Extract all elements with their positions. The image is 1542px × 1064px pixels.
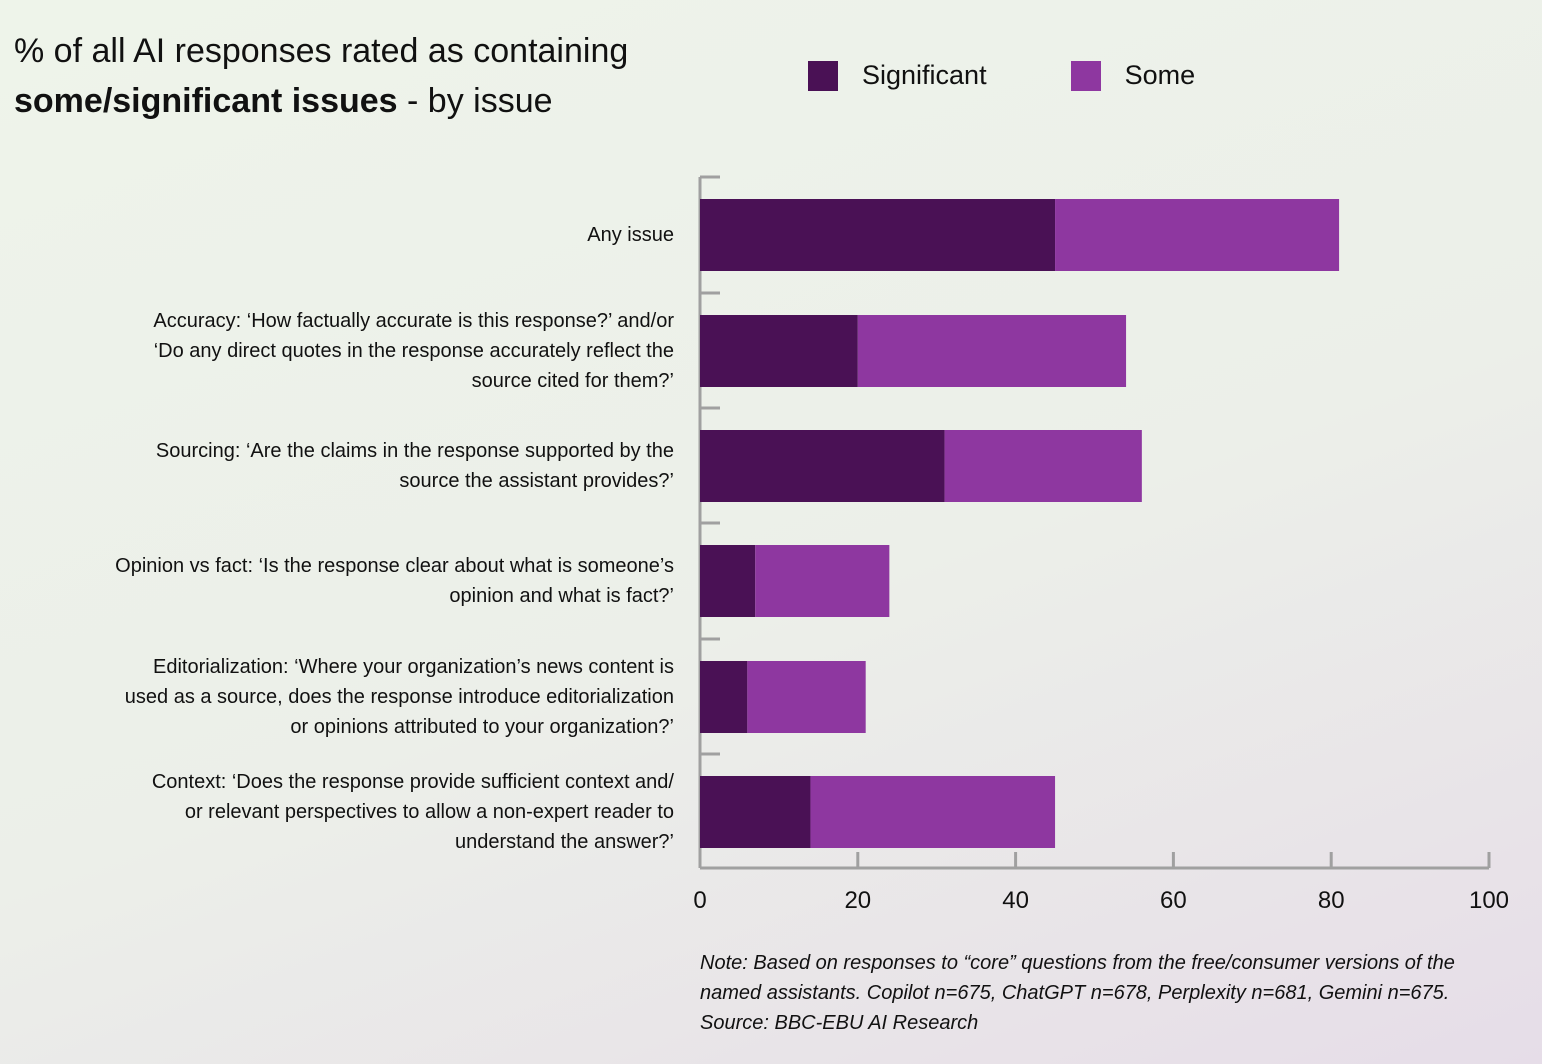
category-label: Any issue — [0, 220, 674, 250]
category-label-line: source cited for them?’ — [471, 370, 674, 392]
category-label: Sourcing: ‘Are the claims in the respons… — [0, 436, 674, 496]
x-tick-label: 40 — [1002, 887, 1029, 914]
legend-swatch-significant — [808, 60, 838, 91]
bar-significant-2 — [700, 430, 945, 502]
bar-significant-1 — [700, 315, 858, 387]
bar-some-2 — [944, 430, 1142, 502]
bar-some-0 — [1055, 199, 1340, 271]
bar-significant-3 — [700, 545, 756, 617]
bar-some-3 — [755, 545, 890, 617]
category-label-line: Editorialization: ‘Where your organizati… — [152, 656, 674, 678]
footnote: Note: Based on responses to “core” quest… — [700, 952, 1455, 1034]
x-tick-label: 20 — [844, 887, 871, 914]
category-label-line: Opinion vs fact: ‘Is the response clear … — [115, 555, 674, 577]
category-label-line: Sourcing: ‘Are the claims in the respons… — [155, 440, 674, 462]
bar-some-5 — [810, 776, 1056, 848]
x-tick-label: 100 — [1469, 887, 1509, 914]
title-line-1: % of all AI responses rated as containin… — [14, 32, 629, 70]
category-label: Context: ‘Does the response provide suff… — [0, 767, 674, 857]
legend-label-some: Some — [1124, 60, 1196, 90]
legend: Significant Some — [808, 60, 1279, 91]
category-label-line: used as a source, does the response intr… — [124, 686, 674, 708]
category-label-line: or relevant perspectives to allow a non-… — [184, 801, 674, 823]
category-label-line: or opinions attributed to your organizat… — [290, 716, 674, 738]
bar-significant-4 — [700, 661, 748, 733]
category-label-line: Any issue — [587, 224, 674, 246]
legend-swatch-some — [1070, 60, 1101, 91]
category-label-line: understand the answer?’ — [454, 831, 674, 853]
category-label: Opinion vs fact: ‘Is the response clear … — [0, 551, 674, 611]
legend-label-significant: Significant — [862, 60, 987, 90]
x-tick-label: 0 — [693, 887, 706, 914]
category-label: Editorialization: ‘Where your organizati… — [0, 652, 674, 742]
category-label-line: Context: ‘Does the response provide suff… — [151, 771, 674, 793]
x-tick-label: 80 — [1318, 887, 1345, 914]
legend-item-significant: Significant — [808, 60, 987, 91]
title-bold-text: some/significant issues — [14, 82, 398, 120]
category-label-line: ‘Do any direct quotes in the response ac… — [153, 340, 674, 362]
legend-item-some: Some — [1070, 60, 1196, 91]
category-label-line: source the assistant provides?’ — [399, 470, 674, 492]
bar-some-1 — [857, 315, 1127, 387]
chart-title: % of all AI responses rated as containin… — [14, 26, 628, 126]
x-tick-label: 60 — [1160, 887, 1187, 914]
bar-significant-0 — [700, 199, 1056, 271]
category-label-line: Accuracy: ‘How factually accurate is thi… — [153, 310, 674, 332]
category-label-line: opinion and what is fact?’ — [449, 585, 674, 607]
category-label: Accuracy: ‘How factually accurate is thi… — [0, 306, 674, 396]
bar-significant-5 — [700, 776, 811, 848]
title-rest-text: - by issue — [397, 82, 553, 120]
bar-some-4 — [747, 661, 866, 733]
